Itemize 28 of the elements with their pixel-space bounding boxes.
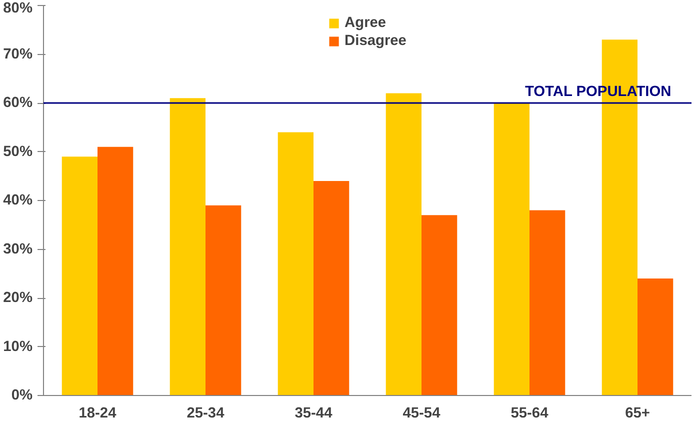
x-tick-label: 45-54 bbox=[402, 406, 442, 422]
y-tick-label: 80% bbox=[3, 0, 33, 16]
x-tick-label: 18-24 bbox=[78, 406, 118, 422]
bar bbox=[98, 146, 134, 396]
y-tick-label: 60% bbox=[3, 95, 33, 111]
bar bbox=[638, 278, 674, 396]
bar bbox=[170, 98, 206, 396]
bar bbox=[422, 215, 458, 396]
bar bbox=[62, 156, 98, 396]
y-tick-label: 10% bbox=[3, 338, 33, 355]
y-tick-label: 70% bbox=[3, 46, 33, 62]
x-tick-label: 55-64 bbox=[510, 406, 550, 422]
legend-label: Disagree bbox=[344, 33, 406, 49]
y-tick-label: 30% bbox=[3, 241, 33, 258]
bar bbox=[278, 132, 314, 396]
y-tick-label: 20% bbox=[3, 290, 33, 306]
x-tick-label: 65+ bbox=[625, 406, 650, 422]
x-tick-label: 35-44 bbox=[294, 406, 334, 422]
bar bbox=[206, 205, 242, 396]
bar bbox=[386, 93, 422, 396]
y-tick-label: 0% bbox=[11, 388, 33, 404]
y-tick-label: 40% bbox=[3, 192, 33, 208]
bar bbox=[314, 181, 350, 396]
bar bbox=[530, 210, 566, 396]
legend-label: Agree bbox=[344, 15, 386, 31]
y-tick-label: 50% bbox=[3, 144, 33, 160]
x-tick-label: 25-34 bbox=[186, 406, 226, 422]
bar bbox=[494, 103, 530, 396]
